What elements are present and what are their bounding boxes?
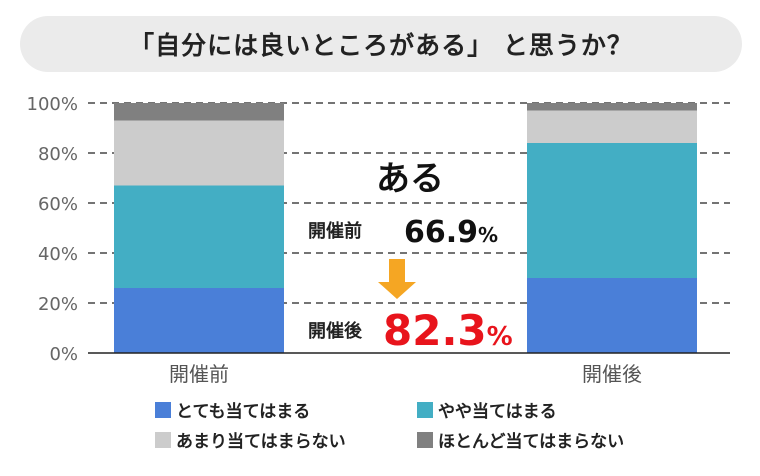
legend-swatch	[155, 401, 171, 418]
bar-segment	[527, 110, 697, 143]
bar-segment	[527, 103, 697, 111]
before-value-number: 66.9	[404, 215, 478, 250]
legend-label: ほとんど当てはまらない	[438, 432, 625, 452]
down-arrow-icon	[378, 259, 416, 299]
x-category-label: 開催後	[582, 362, 642, 386]
legend-label: あまり当てはまらない	[176, 432, 346, 452]
y-tick-label: 0%	[49, 344, 78, 365]
after-value-unit: %	[487, 322, 513, 352]
legend-label: とても当てはまる	[176, 402, 311, 422]
legend-item: とても当てはまる	[155, 397, 310, 422]
bar-segment	[114, 185, 284, 288]
bar-segment	[114, 103, 284, 121]
chart-title: 「自分には良いところがある」 と思うか？	[129, 31, 633, 60]
y-tick-label: 100%	[27, 94, 78, 115]
before-value: 66.9%	[404, 215, 498, 250]
before-value-unit: %	[478, 223, 498, 247]
legend-swatch	[417, 401, 433, 418]
annotation-heading: ある	[376, 159, 444, 199]
legend-item: ほとんど当てはまらない	[417, 427, 624, 452]
bars	[114, 103, 697, 353]
legend-item: やや当てはまる	[417, 397, 557, 422]
annotation-box: ある 開催前 66.9% 開催後 82.3%	[308, 159, 513, 355]
x-category-label: 開催前	[169, 362, 229, 386]
legend-swatch	[155, 431, 171, 448]
axes: 0%20%40%60%80%100%開催前 開催後	[27, 94, 730, 386]
after-value: 82.3%	[383, 306, 513, 355]
legend-item: あまり当てはまらない	[155, 427, 346, 452]
bar-segment	[114, 288, 284, 353]
before-label: 開催前	[308, 220, 362, 242]
title-bar: 「自分には良いところがある」 と思うか？	[20, 16, 742, 72]
y-tick-label: 20%	[38, 294, 78, 315]
y-tick-label: 60%	[38, 194, 78, 215]
legend-label: やや当てはまる	[438, 402, 557, 422]
bar-segment	[527, 278, 697, 353]
y-tick-label: 40%	[38, 244, 78, 265]
after-label: 開催後	[308, 320, 363, 342]
bar-segment	[527, 143, 697, 278]
y-tick-label: 80%	[38, 144, 78, 165]
after-value-number: 82.3	[383, 306, 487, 355]
bar-segment	[114, 120, 284, 186]
legend-swatch	[417, 431, 433, 448]
